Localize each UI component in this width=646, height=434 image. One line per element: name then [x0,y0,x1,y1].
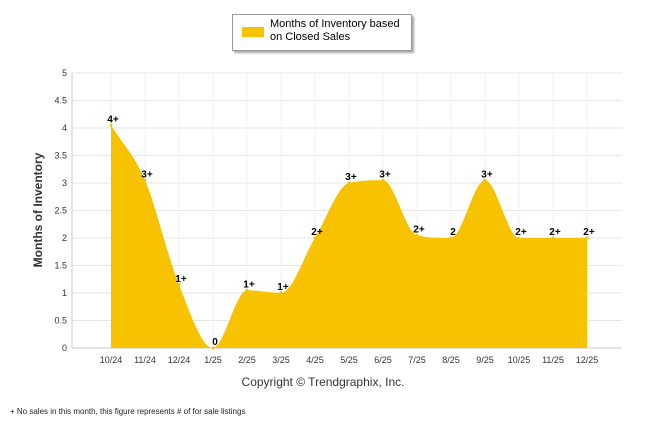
data-point [449,236,453,240]
data-label: 2 [450,227,456,238]
y-tick-label: 2.5 [54,206,67,216]
y-tick-label: 4 [62,123,67,133]
data-point [517,236,521,240]
data-label: 2+ [413,224,425,235]
data-point [245,288,249,292]
data-label: 0 [212,337,218,348]
legend: Months of Inventory based on Closed Sale… [232,14,412,51]
y-tick-label: 2 [62,233,67,243]
data-point [347,181,351,185]
data-point [381,178,385,182]
x-tick-label: 12/25 [576,355,599,365]
x-tick-label: 1/25 [204,355,222,365]
legend-swatch [242,27,264,37]
data-label: 2+ [311,227,323,238]
y-tick-label: 0 [62,343,67,353]
data-label: 3+ [345,172,357,183]
data-label: 1+ [243,279,255,290]
copyright-text: Copyright © Trendgraphix, Inc. [241,375,405,389]
data-label: 1+ [277,282,289,293]
y-tick-label: 1.5 [54,261,67,271]
y-tick-label: 3 [62,178,67,188]
data-label: 2+ [515,227,527,238]
area-series-fill [111,125,587,348]
y-tick-label: 5 [62,68,67,78]
data-point [313,236,317,240]
y-axis-title: Months of Inventory [31,152,45,267]
x-tick-label: 12/24 [168,355,191,365]
x-tick-label: 5/25 [340,355,358,365]
data-point [415,233,419,237]
x-tick-label: 10/25 [508,355,531,365]
legend-label: Months of Inventory based on Closed Sale… [270,18,400,43]
data-label: 2+ [583,227,595,238]
data-point [551,236,555,240]
y-tick-label: 1 [62,288,67,298]
x-tick-label: 7/25 [408,355,426,365]
x-tick-label: 11/24 [134,355,156,365]
y-tick-label: 3.5 [54,151,67,161]
y-tick-label: 0.5 [54,316,67,326]
data-label: 3+ [379,169,391,180]
data-label: 4+ [107,114,119,125]
x-tick-label: 4/25 [306,355,324,365]
data-point [585,236,589,240]
x-tick-label: 6/25 [374,355,392,365]
data-point [483,178,487,182]
data-point [143,178,147,182]
y-tick-label: 4.5 [54,96,67,106]
data-point [109,123,113,127]
x-tick-label: 3/25 [272,355,290,365]
data-point [177,283,181,287]
data-label: 2+ [549,227,561,238]
x-tick-label: 2/25 [238,355,256,365]
data-label: 3+ [481,169,493,180]
data-point [211,346,215,350]
x-tick-label: 9/25 [476,355,494,365]
x-tick-label: 11/25 [542,355,564,365]
x-tick-label: 8/25 [442,355,460,365]
data-label: 1+ [175,274,187,285]
x-tick-label: 10/24 [100,355,123,365]
data-label: 3+ [141,169,153,180]
footnote: + No sales in this month, this figure re… [10,407,246,416]
data-point [279,291,283,295]
